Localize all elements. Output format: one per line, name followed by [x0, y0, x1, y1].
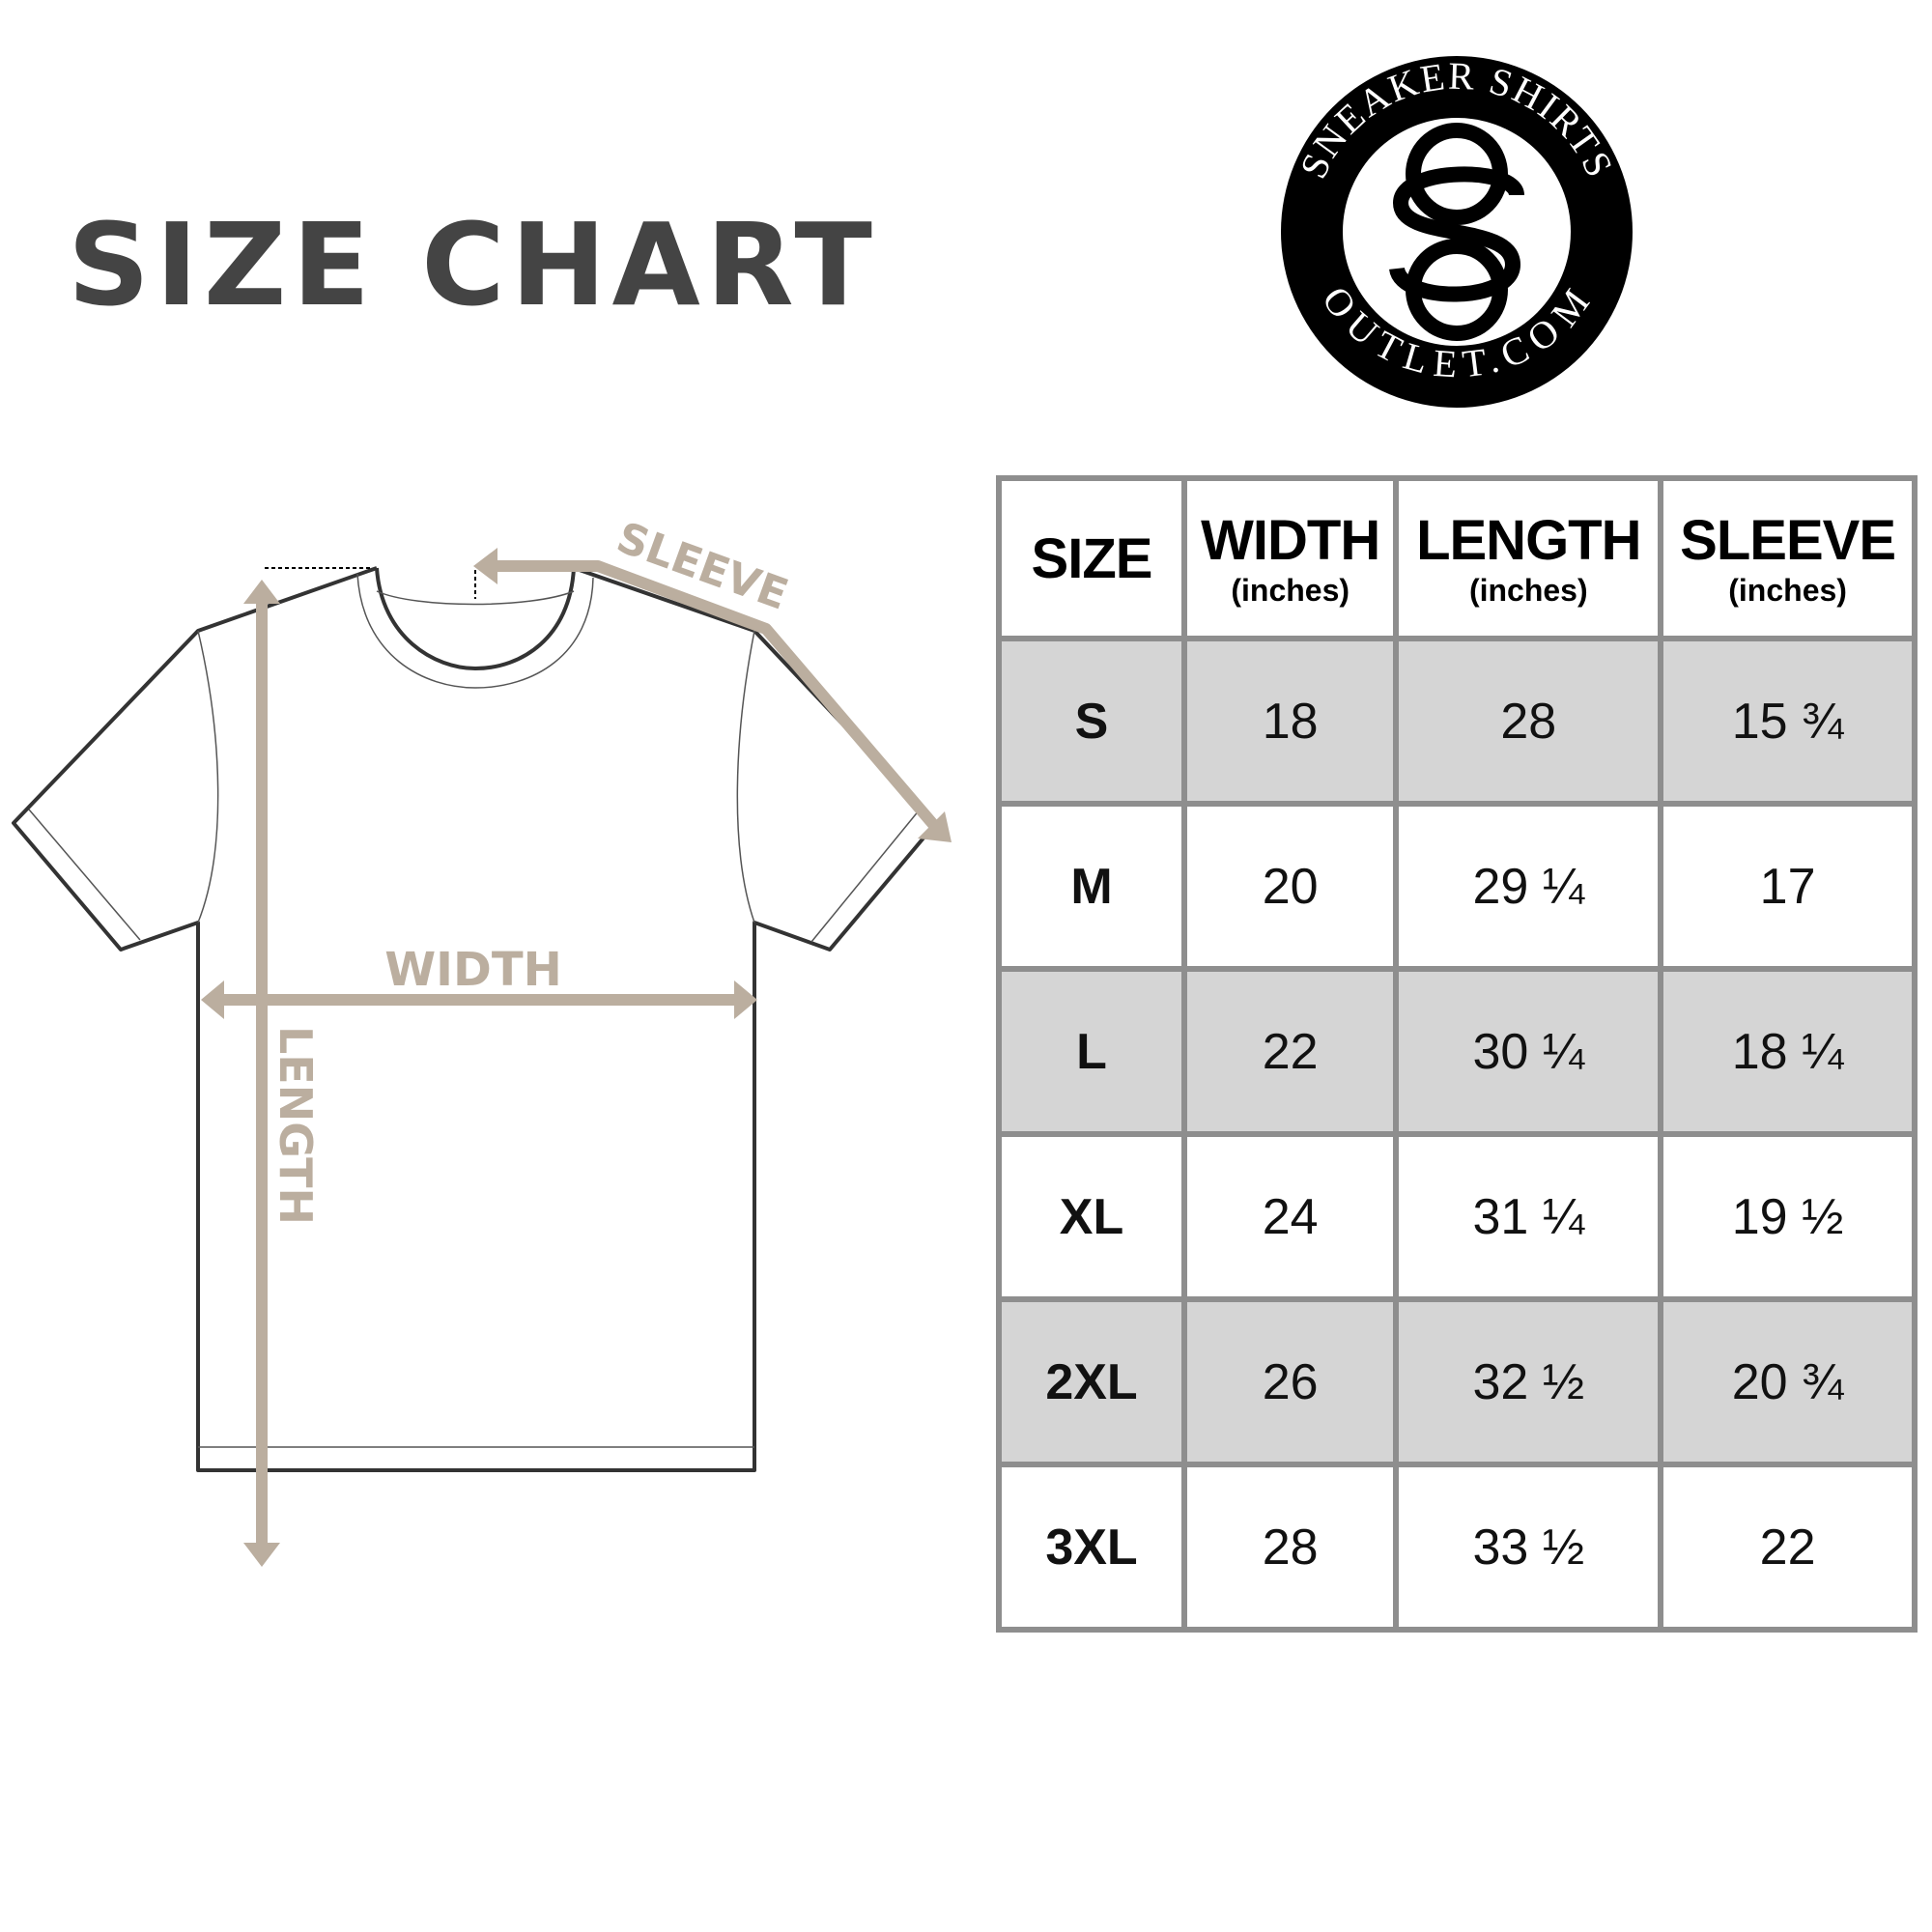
brand-logo: SNEAKER SHIRTS OUTLET.COM — [1281, 54, 1633, 408]
table-row: 3XL 28 33 ½ 22 — [996, 1462, 1918, 1633]
cell-sleeve: 19 ½ — [1658, 1131, 1918, 1302]
cell-length: 29 ¼ — [1393, 801, 1664, 972]
measurement-arrows — [214, 560, 942, 1553]
cell-length: 28 — [1393, 636, 1664, 807]
header-label: SLEEVE — [1680, 509, 1896, 572]
tshirt-diagram: WIDTH LENGTH SLEEVE — [12, 513, 952, 1567]
cell-size: XL — [996, 1131, 1187, 1302]
cell-size: L — [996, 966, 1187, 1137]
monogram-icon — [1389, 123, 1524, 341]
table-row: 2XL 26 32 ½ 20 ¾ — [996, 1296, 1918, 1467]
cell-length: 33 ½ — [1393, 1462, 1664, 1633]
tshirt-outline — [12, 566, 938, 1472]
table-row: XL 24 31 ¼ 19 ½ — [996, 1131, 1918, 1302]
header-sleeve: SLEEVE (inches) — [1658, 475, 1918, 641]
cell-size: 3XL — [996, 1462, 1187, 1633]
cell-length: 32 ½ — [1393, 1296, 1664, 1467]
header-unit: (inches) — [1231, 573, 1350, 608]
header-unit: (inches) — [1728, 573, 1847, 608]
cell-width: 24 — [1180, 1131, 1400, 1302]
table-row: L 22 30 ¼ 18 ¼ — [996, 966, 1918, 1137]
cell-size: M — [996, 801, 1187, 972]
size-table: SIZE WIDTH (inches) LENGTH (inches) SLEEVE… — [996, 475, 1918, 1633]
cell-length: 30 ¼ — [1393, 966, 1664, 1137]
width-label: WIDTH — [384, 943, 562, 997]
header-size: SIZE — [996, 475, 1187, 641]
header-label: SIZE — [1031, 526, 1153, 590]
table-row: S 18 28 15 ¾ — [996, 636, 1918, 807]
page-title: SIZE CHART — [68, 198, 878, 331]
cell-sleeve: 22 — [1658, 1462, 1918, 1633]
header-label: LENGTH — [1416, 509, 1641, 572]
cell-sleeve: 17 — [1658, 801, 1918, 972]
cell-length: 31 ¼ — [1393, 1131, 1664, 1302]
cell-width: 20 — [1180, 801, 1400, 972]
sleeve-arrow — [488, 560, 942, 833]
table-header-row: SIZE WIDTH (inches) LENGTH (inches) SLEEVE… — [996, 475, 1918, 641]
length-label: LENGTH — [270, 1026, 322, 1225]
cell-width: 28 — [1180, 1462, 1400, 1633]
cell-sleeve: 18 ¼ — [1658, 966, 1918, 1137]
cell-width: 26 — [1180, 1296, 1400, 1467]
cell-width: 22 — [1180, 966, 1400, 1137]
cell-size: S — [996, 636, 1187, 807]
cell-size: 2XL — [996, 1296, 1187, 1467]
header-length: LENGTH (inches) — [1393, 475, 1664, 641]
header-unit: (inches) — [1468, 573, 1588, 608]
table-row: M 20 29 ¼ 17 — [996, 801, 1918, 972]
cell-width: 18 — [1180, 636, 1400, 807]
header-width: WIDTH (inches) — [1180, 475, 1400, 641]
cell-sleeve: 15 ¾ — [1658, 636, 1918, 807]
header-label: WIDTH — [1201, 509, 1380, 572]
cell-sleeve: 20 ¾ — [1658, 1296, 1918, 1467]
